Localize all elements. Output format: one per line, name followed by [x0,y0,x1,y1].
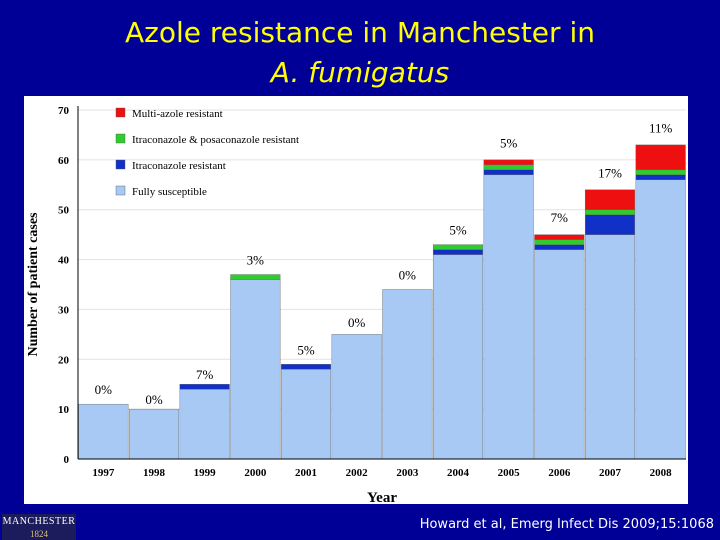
manchester-logo: MANCHESTER 1824 [2,514,76,540]
y-tick-label: 10 [58,404,70,416]
citation: Howard et al, Emerg Infect Dis 2009;15:1… [419,517,714,532]
bar-segment [483,174,534,460]
y-tick-label: 20 [58,354,70,366]
y-tick-label: 70 [58,105,70,117]
bar-segment [280,364,332,370]
bar-segment [584,189,636,210]
bar-segment [78,403,129,460]
bar-segment [584,209,636,215]
percent-annotation: 5% [297,342,315,357]
bar-segment [635,179,686,460]
percent-annotation: 5% [500,135,517,150]
x-axis-title: Year [367,490,397,504]
x-tick-label: 2002 [346,467,369,479]
percent-annotation: 11% [649,120,673,135]
slide-title-line-1: Azole resistance in Manchester in [125,16,595,49]
bar-segment [179,389,230,460]
x-tick-label: 2005 [498,467,520,479]
bar-segment [635,144,686,171]
percent-annotation: 0% [399,268,417,283]
bar-segment [179,384,230,390]
bar-segment [635,169,686,176]
legend-swatch [115,107,126,118]
bar-segment [584,234,636,460]
chart-panel: 0 10 20 30 40 50 60 70 1997 1998 1999 2000 2001 2002 2… [24,96,688,504]
x-tick-label: 1997 [92,467,115,479]
x-tick-label: 1998 [143,467,166,479]
percent-annotation: 0% [348,315,366,330]
bar-segment [382,289,433,460]
bar-segment [483,159,534,166]
x-tick-label: 2006 [548,467,571,479]
bar-segment [483,164,534,171]
logo-year: 1824 [30,529,48,539]
x-tick-label: 2004 [447,467,470,479]
percent-annotation: 7% [551,210,569,225]
percent-annotation: 0% [95,382,113,397]
bar-segment [534,244,585,250]
percent-annotation: 7% [196,367,214,382]
percent-annotation: 5% [449,223,467,238]
x-tick-label: 2003 [396,467,419,479]
percent-annotation: 17% [598,165,622,180]
bar-segment [534,234,585,240]
logo-name: MANCHESTER [2,516,76,527]
x-tick-label: 1999 [194,467,217,479]
bar-segment [432,244,484,250]
bar-segment [483,169,534,176]
bar-segment [432,249,484,255]
bar-segment [534,249,585,460]
x-tick-label: 2008 [650,467,673,479]
percent-annotation: 0% [145,392,163,407]
slide-title-line-2: A. fumigatus [270,56,450,89]
percent-annotation: 3% [247,253,264,268]
legend-label: Fully susceptible [132,186,207,198]
y-axis-title: Number of patient cases [26,212,41,357]
y-tick-label: 50 [58,205,70,217]
bar-segment [230,279,281,460]
x-tick-label: 2007 [599,467,622,479]
legend-label: Multi-azole resistant [132,108,223,120]
bar-segment [280,369,332,460]
y-tick-label: 30 [58,304,70,316]
legend-label: Itraconazole & posaconazole resistant [132,134,299,146]
legend-label: Itraconazole resistant [132,160,226,172]
bar-segment [230,274,281,280]
y-tick-label: 60 [58,155,70,167]
legend-swatch [115,133,126,144]
legend-swatch [115,185,126,196]
y-tick-label: 40 [58,255,70,267]
y-tick-label: 0 [64,454,70,466]
bar-segment [432,254,484,460]
bar-segment [584,214,636,235]
bar-segment [534,239,585,245]
bar-segment [635,174,686,180]
legend-swatch [115,159,126,170]
bar-segment [128,408,180,460]
x-tick-label: 2000 [244,467,266,479]
x-tick-label: 2001 [295,467,317,479]
bar-segment [331,334,382,460]
stacked-bar-chart: 0 10 20 30 40 50 60 70 1997 1998 1999 2000 2001 2002 2… [26,105,686,504]
